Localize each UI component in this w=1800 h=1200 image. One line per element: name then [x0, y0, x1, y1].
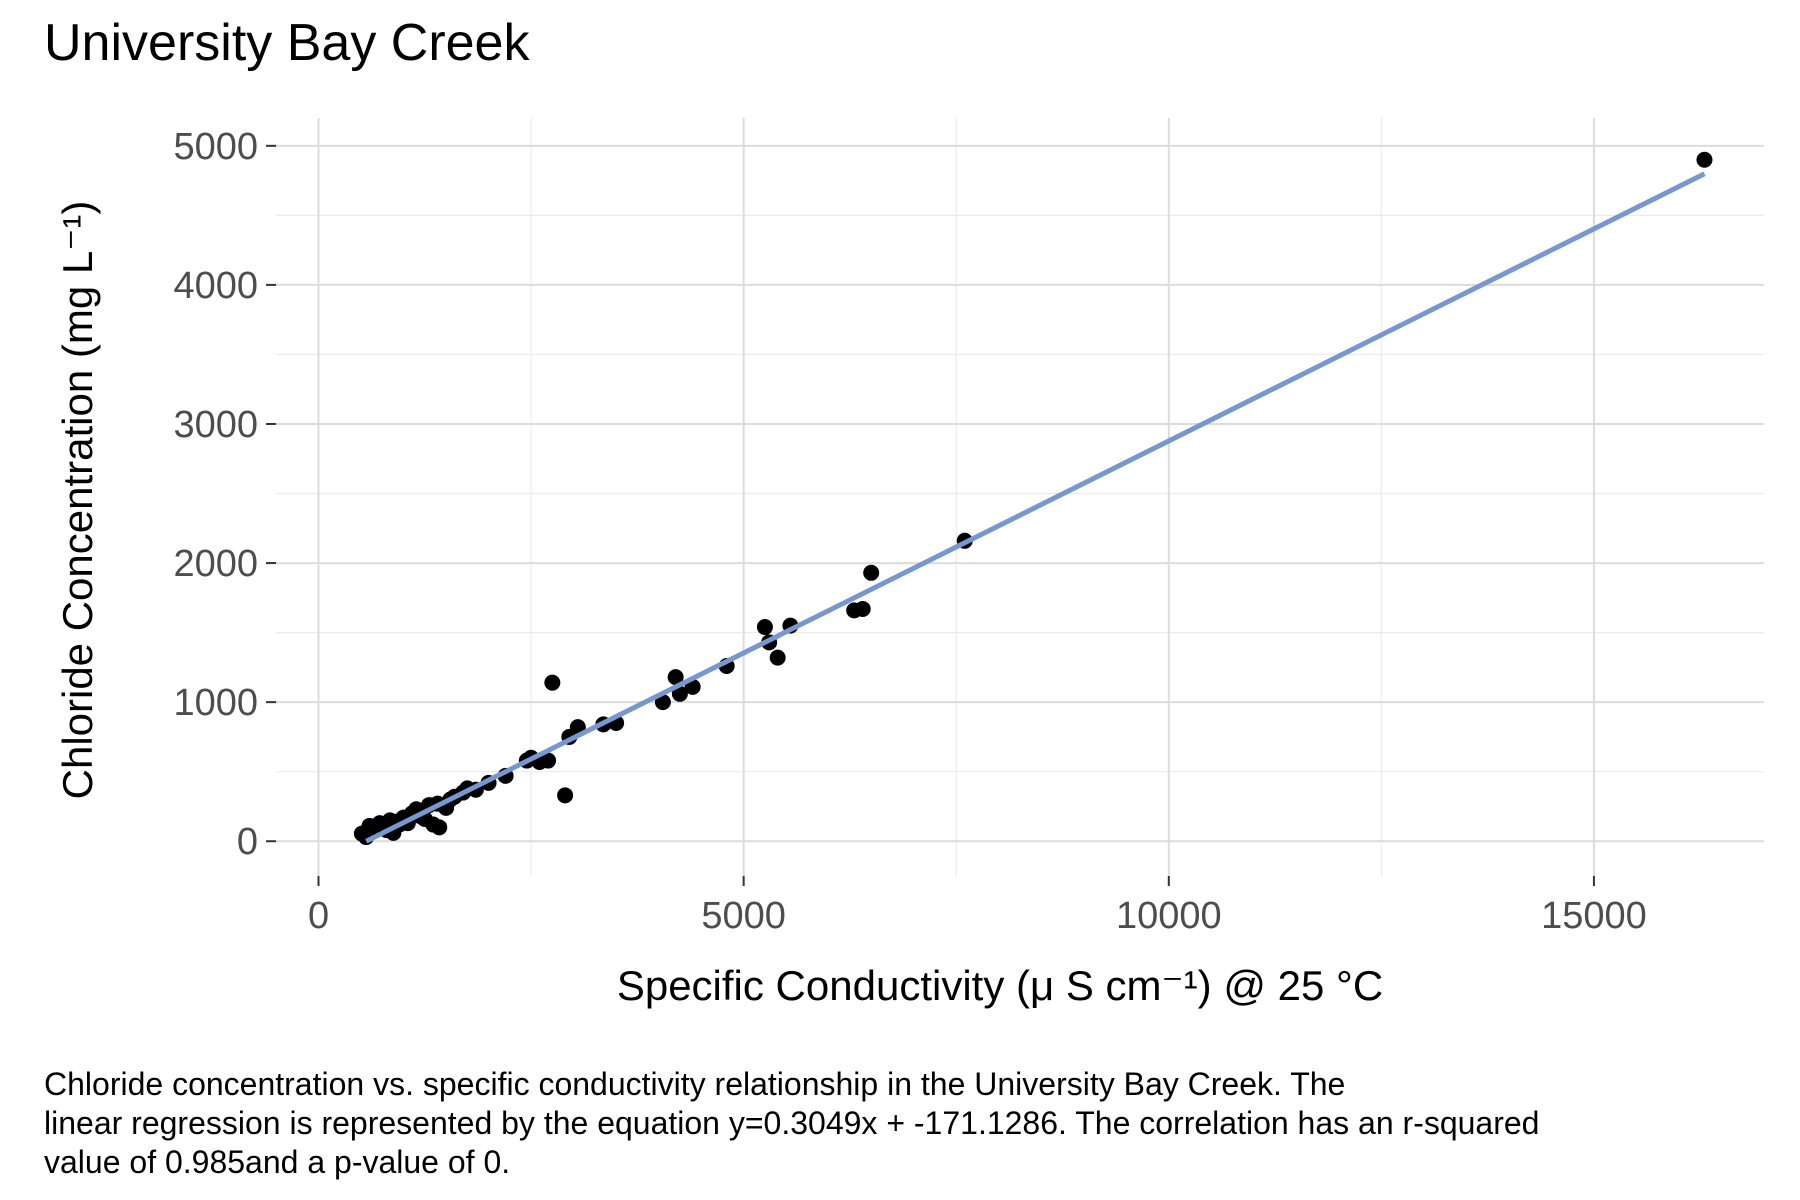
minor-gridlines	[276, 118, 1764, 876]
data-point	[854, 600, 871, 617]
data-point	[671, 685, 688, 702]
x-axis-title: Specific Conductivity (μ S cm⁻¹) @ 25 °C	[617, 962, 1383, 1009]
y-tick-label: 3000	[173, 404, 258, 446]
data-point	[544, 674, 561, 691]
data-point	[1696, 151, 1713, 168]
caption-line-1: Chloride concentration vs. specific cond…	[44, 1066, 1345, 1102]
y-axis-tick-labels: 0 1000 2000 3000 4000 5000	[173, 126, 258, 863]
y-tick-label: 2000	[173, 543, 258, 585]
caption-line-3: value of 0.985and a p-value of 0.	[44, 1144, 510, 1180]
data-point	[540, 752, 557, 769]
data-points	[353, 151, 1713, 846]
y-tick-label: 5000	[173, 126, 258, 168]
caption-line-2: linear regression is represented by the …	[44, 1105, 1539, 1141]
data-point	[769, 649, 786, 666]
x-tick-label: 5000	[701, 895, 786, 937]
data-point	[667, 669, 684, 686]
data-point	[431, 819, 448, 836]
data-point	[756, 619, 773, 636]
data-point	[557, 787, 574, 804]
major-gridlines	[276, 118, 1764, 876]
x-tick-label: 0	[308, 895, 329, 937]
y-axis-title: Chloride Concentration (mg L⁻¹)	[54, 201, 101, 800]
regression-line-group	[365, 171, 1706, 844]
data-point	[863, 564, 880, 581]
y-tick-label: 1000	[173, 682, 258, 724]
x-axis-tick-labels: 0 5000 10000 15000	[308, 895, 1647, 937]
chart-title: University Bay Creek	[44, 14, 530, 72]
y-tick-label: 4000	[173, 265, 258, 307]
y-tick-label: 0	[237, 821, 258, 863]
x-tick-label: 15000	[1541, 895, 1647, 937]
x-tick-label: 10000	[1116, 895, 1222, 937]
axis-ticks	[266, 144, 1595, 886]
regression-line	[365, 171, 1706, 844]
data-point	[654, 694, 671, 711]
